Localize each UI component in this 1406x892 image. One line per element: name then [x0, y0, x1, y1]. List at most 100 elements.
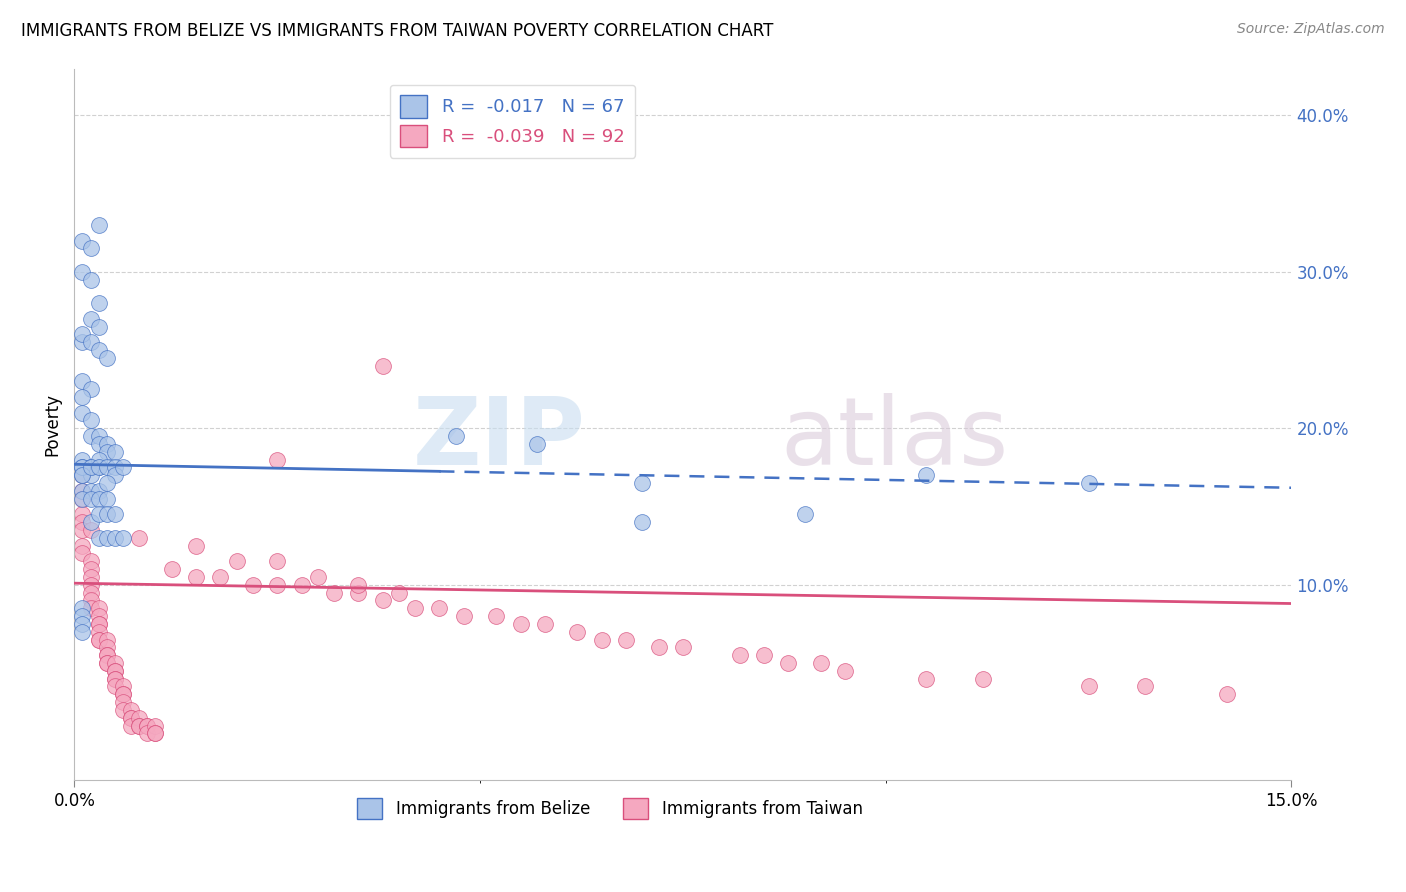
- Point: [72, 491, 94, 506]
- Point: [160, 562, 183, 576]
- Point: [79, 460, 101, 475]
- Point: [111, 687, 134, 701]
- Point: [209, 570, 232, 584]
- Point: [79, 601, 101, 615]
- Point: [87, 218, 110, 232]
- Point: [128, 531, 150, 545]
- Point: [290, 578, 312, 592]
- Point: [79, 491, 101, 506]
- Point: [72, 616, 94, 631]
- Point: [104, 444, 127, 458]
- Point: [111, 460, 134, 475]
- Point: [79, 578, 101, 592]
- Point: [87, 531, 110, 545]
- Point: [647, 640, 669, 655]
- Point: [72, 468, 94, 483]
- Point: [184, 539, 207, 553]
- Point: [591, 632, 613, 647]
- Legend: Immigrants from Belize, Immigrants from Taiwan: Immigrants from Belize, Immigrants from …: [350, 792, 869, 825]
- Point: [429, 601, 451, 615]
- Point: [631, 476, 654, 491]
- Point: [96, 476, 118, 491]
- Point: [87, 460, 110, 475]
- Point: [72, 406, 94, 420]
- Point: [96, 508, 118, 522]
- Point: [87, 343, 110, 357]
- Point: [72, 624, 94, 639]
- Point: [87, 616, 110, 631]
- Point: [79, 460, 101, 475]
- Point: [307, 570, 329, 584]
- Point: [72, 468, 94, 483]
- Point: [1077, 680, 1099, 694]
- Point: [79, 593, 101, 607]
- Point: [96, 656, 118, 670]
- Point: [87, 491, 110, 506]
- Point: [834, 664, 856, 678]
- Point: [128, 718, 150, 732]
- Point: [120, 703, 142, 717]
- Point: [444, 429, 467, 443]
- Point: [79, 335, 101, 350]
- Point: [104, 664, 127, 678]
- Point: [347, 578, 370, 592]
- Point: [509, 616, 531, 631]
- Point: [915, 672, 938, 686]
- Point: [104, 531, 127, 545]
- Point: [266, 554, 288, 568]
- Point: [104, 672, 127, 686]
- Point: [72, 539, 94, 553]
- Point: [567, 624, 589, 639]
- Point: [72, 460, 94, 475]
- Point: [96, 531, 118, 545]
- Text: ZIP: ZIP: [412, 392, 585, 484]
- Y-axis label: Poverty: Poverty: [44, 392, 60, 456]
- Point: [96, 648, 118, 662]
- Point: [371, 359, 394, 373]
- Point: [96, 656, 118, 670]
- Point: [87, 632, 110, 647]
- Point: [128, 711, 150, 725]
- Point: [915, 468, 938, 483]
- Point: [104, 508, 127, 522]
- Point: [1215, 687, 1237, 701]
- Point: [388, 585, 411, 599]
- Point: [79, 562, 101, 576]
- Point: [96, 491, 118, 506]
- Point: [79, 382, 101, 396]
- Point: [672, 640, 695, 655]
- Point: [87, 452, 110, 467]
- Point: [752, 648, 775, 662]
- Text: Source: ZipAtlas.com: Source: ZipAtlas.com: [1237, 22, 1385, 37]
- Point: [79, 554, 101, 568]
- Point: [104, 680, 127, 694]
- Point: [371, 593, 394, 607]
- Point: [453, 609, 475, 624]
- Point: [72, 515, 94, 529]
- Point: [96, 640, 118, 655]
- Point: [87, 601, 110, 615]
- Point: [145, 726, 167, 740]
- Point: [323, 585, 346, 599]
- Point: [104, 468, 127, 483]
- Point: [145, 718, 167, 732]
- Point: [72, 491, 94, 506]
- Point: [87, 483, 110, 498]
- Point: [111, 703, 134, 717]
- Point: [72, 327, 94, 342]
- Point: [120, 718, 142, 732]
- Point: [120, 711, 142, 725]
- Point: [79, 241, 101, 255]
- Point: [347, 585, 370, 599]
- Point: [87, 609, 110, 624]
- Point: [87, 624, 110, 639]
- Point: [111, 687, 134, 701]
- Text: atlas: atlas: [780, 392, 1008, 484]
- Point: [631, 515, 654, 529]
- Point: [225, 554, 247, 568]
- Point: [96, 460, 118, 475]
- Point: [111, 695, 134, 709]
- Point: [72, 609, 94, 624]
- Point: [184, 570, 207, 584]
- Point: [972, 672, 994, 686]
